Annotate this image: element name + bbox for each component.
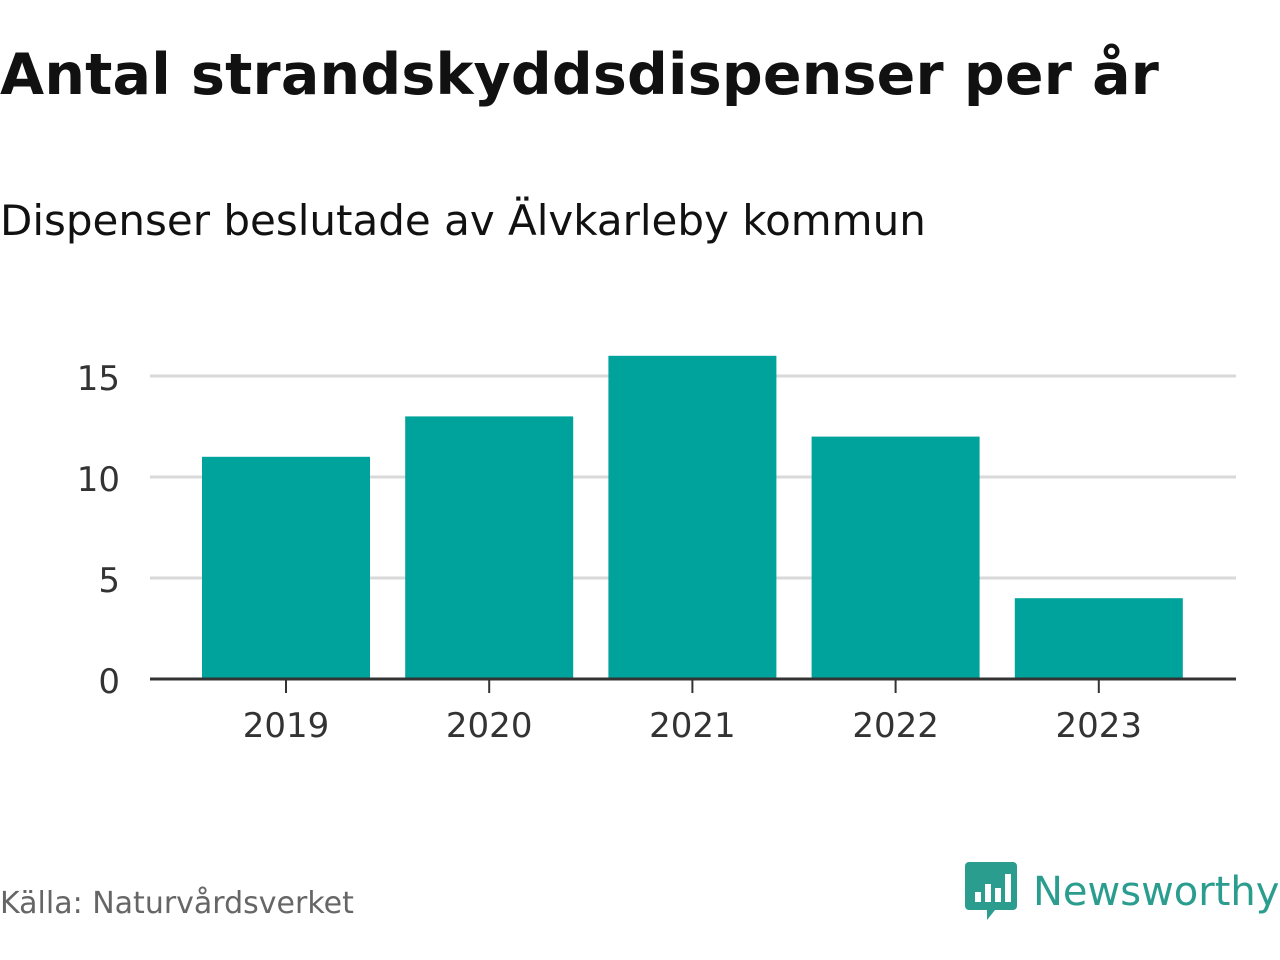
y-tick-label: 0 <box>98 662 120 702</box>
y-tick-label: 10 <box>77 460 120 500</box>
source-note: Källa: Naturvårdsverket <box>0 886 354 921</box>
bar-2020 <box>405 416 574 679</box>
bar-2021 <box>608 355 777 679</box>
bar-chart-speech-bubble-icon <box>965 862 1017 920</box>
bars <box>202 355 1183 679</box>
x-tick-label: 2019 <box>243 706 330 746</box>
brand-name: Newsworthy <box>1033 869 1280 915</box>
x-tick-label: 2021 <box>649 706 736 746</box>
brand-logo: Newsworthy <box>965 862 1279 922</box>
bar-chart: 0 5 10 15 2019 2020 2021 2022 2023 <box>77 355 1236 746</box>
chart-subtitle: Dispenser beslutade av Älvkarleby kommun <box>0 196 926 245</box>
y-tick-label: 15 <box>77 359 120 399</box>
x-tick-label: 2023 <box>1056 706 1143 746</box>
axes: 0 5 10 15 2019 2020 2021 2022 2023 <box>77 359 1236 746</box>
bar-2023 <box>1014 598 1183 679</box>
chart-title: Antal strandskyddsdispenser per år <box>0 42 1160 108</box>
bar-2022 <box>811 436 980 679</box>
bar-2019 <box>202 456 370 679</box>
y-tick-label: 5 <box>98 561 120 601</box>
x-tick-label: 2022 <box>852 706 939 746</box>
x-tick-label: 2020 <box>446 706 533 746</box>
